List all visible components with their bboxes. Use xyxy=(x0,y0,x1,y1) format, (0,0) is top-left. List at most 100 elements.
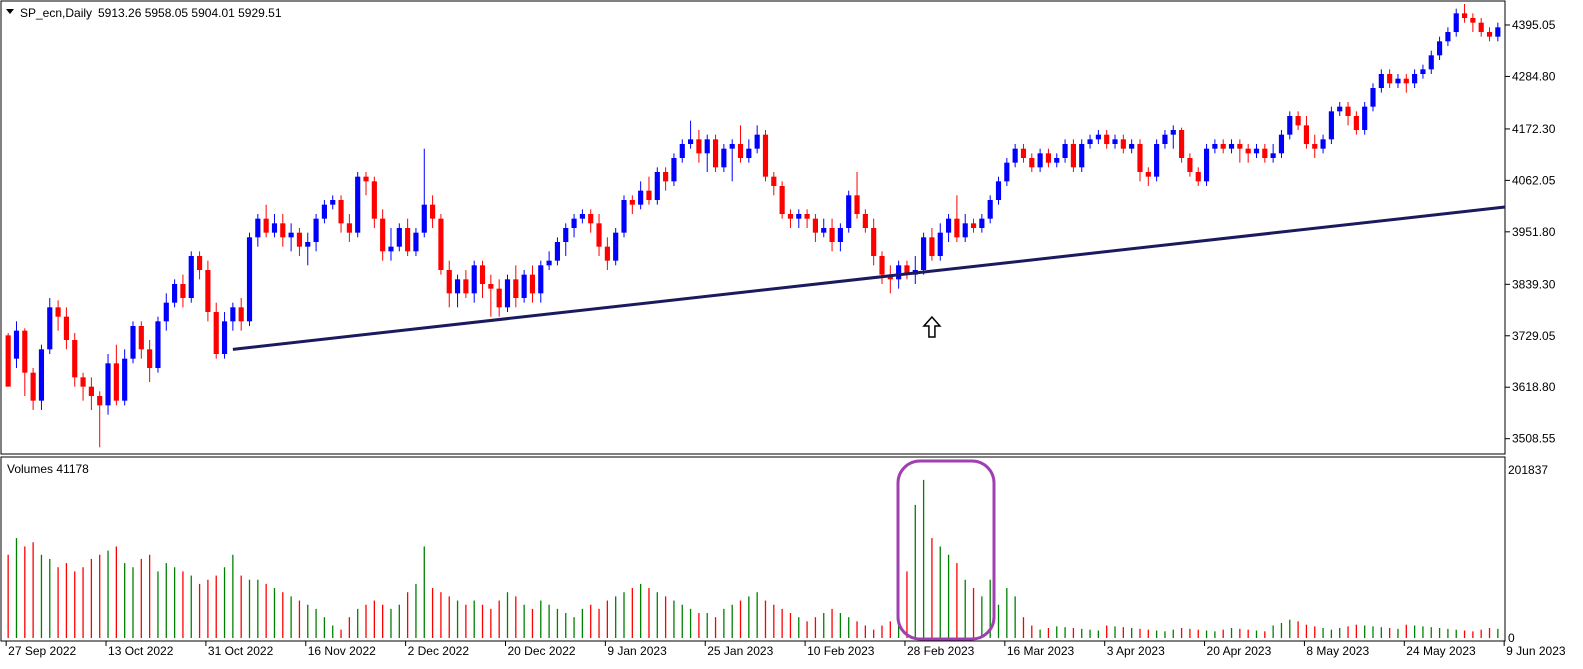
candle-body xyxy=(1154,144,1160,177)
candle-body xyxy=(1037,153,1043,168)
candle-body xyxy=(554,242,561,261)
candle xyxy=(1112,134,1118,149)
candle-body xyxy=(446,270,452,294)
candle-body xyxy=(1445,32,1451,42)
triangle-down-icon[interactable] xyxy=(6,9,14,14)
candle-body xyxy=(596,223,602,247)
time-axis-label: 2 Dec 2022 xyxy=(408,644,470,658)
candle xyxy=(538,260,544,303)
candle xyxy=(221,312,228,359)
candle-body xyxy=(1303,125,1310,144)
candle-body xyxy=(921,237,927,270)
candle xyxy=(38,344,45,410)
candle xyxy=(1495,22,1501,42)
support-trendline[interactable] xyxy=(232,205,1506,351)
time-axis-label: 16 Nov 2022 xyxy=(308,644,376,658)
candle xyxy=(571,214,577,238)
candle-body xyxy=(471,265,477,294)
candle-body xyxy=(846,195,852,228)
candle xyxy=(313,214,319,252)
candle-body xyxy=(729,144,735,149)
ohlc-readout: 5913.26 5958.05 5904.01 5929.51 xyxy=(98,6,282,20)
candle-body xyxy=(1012,148,1018,163)
candle xyxy=(5,333,11,387)
candle xyxy=(1228,139,1235,154)
candle-body xyxy=(288,232,294,238)
candle-body xyxy=(1461,13,1468,18)
candle xyxy=(1137,139,1143,182)
candle xyxy=(1478,18,1484,37)
candle-body xyxy=(937,232,943,256)
candle xyxy=(962,214,968,242)
candle-body xyxy=(1395,78,1401,84)
candle xyxy=(296,228,303,256)
candle xyxy=(921,232,927,275)
candle-body xyxy=(737,144,744,158)
candle-body xyxy=(1162,134,1168,144)
candle-body xyxy=(263,218,269,233)
candle xyxy=(779,181,785,219)
candle-body xyxy=(47,307,53,350)
candle xyxy=(1420,64,1426,79)
candle-body xyxy=(405,228,411,252)
candle-body xyxy=(1203,148,1210,182)
candle xyxy=(413,228,419,256)
candle-body xyxy=(1237,144,1243,149)
candle xyxy=(1378,69,1384,93)
candle-body xyxy=(1137,144,1143,172)
candle-body xyxy=(1353,116,1359,130)
candle-body xyxy=(1120,139,1126,149)
candle-body xyxy=(1104,134,1110,144)
candle-body xyxy=(1495,27,1501,37)
candle xyxy=(529,265,536,303)
time-axis-label: 31 Oct 2022 xyxy=(208,644,274,658)
candle-body xyxy=(246,237,253,322)
candle xyxy=(721,144,727,172)
candle xyxy=(1362,102,1368,135)
candle-body xyxy=(305,242,311,247)
candle-body xyxy=(147,349,153,368)
candle xyxy=(1437,36,1443,60)
candle-body xyxy=(862,214,868,228)
candle-body xyxy=(1278,134,1285,154)
candle-body xyxy=(388,246,394,252)
candle-body xyxy=(38,349,45,401)
candle xyxy=(1079,139,1085,172)
candle-body xyxy=(1112,139,1118,144)
candle xyxy=(346,214,352,242)
candle xyxy=(205,260,211,322)
candle xyxy=(937,223,943,261)
price-pane-frame xyxy=(0,0,1506,455)
candle-body xyxy=(1095,134,1101,140)
candle xyxy=(663,167,669,191)
candle-body xyxy=(1320,139,1326,149)
candle-body xyxy=(1020,148,1027,158)
candle xyxy=(105,354,111,415)
candle-body xyxy=(896,265,902,280)
candle-body xyxy=(1070,144,1076,168)
candle xyxy=(563,223,569,256)
candle-body xyxy=(712,139,719,168)
candle xyxy=(1312,134,1318,158)
candle xyxy=(180,274,186,308)
candle xyxy=(979,214,985,233)
price-axis: 4395.05 4284.80 4172.30 4062.05 3951.80 3839.… xyxy=(1505,18,1556,446)
candle xyxy=(271,214,278,238)
candle-body xyxy=(962,223,968,238)
candle-body xyxy=(296,232,303,247)
candle xyxy=(1412,69,1418,88)
candle xyxy=(812,214,818,242)
candle xyxy=(904,260,910,280)
candle-body xyxy=(155,321,161,368)
time-axis-label: 28 Feb 2023 xyxy=(907,644,975,658)
candle-body xyxy=(330,200,336,205)
candle-body xyxy=(371,181,377,219)
time-axis-label: 16 Mar 2023 xyxy=(1007,644,1075,658)
candle xyxy=(13,321,20,368)
candle-body xyxy=(1270,153,1276,158)
candle xyxy=(1129,139,1135,154)
candle xyxy=(1020,144,1027,163)
candle xyxy=(338,195,344,233)
